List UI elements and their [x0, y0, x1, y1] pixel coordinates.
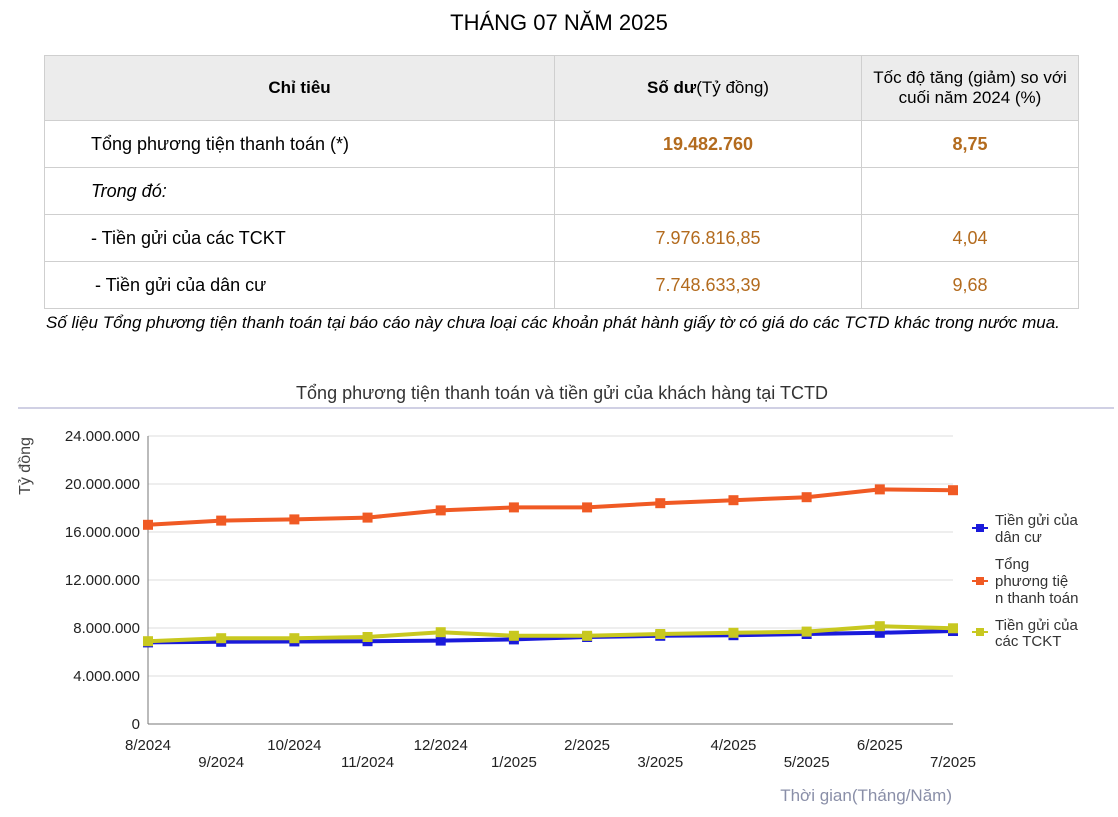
x-tick-label: 8/2024: [125, 737, 171, 754]
data-point: [289, 514, 300, 525]
chart-title: Tổng phương tiện thanh toán và tiền gửi …: [296, 383, 828, 403]
row-growth: 9,68: [861, 261, 1079, 309]
legend-label: các TCKT: [995, 633, 1061, 650]
data-point: [948, 623, 958, 634]
header-balance: Số dư(Tỷ đồng): [554, 55, 862, 121]
legend-label: phương tiệ: [995, 573, 1068, 590]
footnote: Số liệu Tổng phương tiện thanh toán tại …: [46, 313, 1060, 332]
data-point: [508, 502, 519, 513]
y-tick-label: 4.000.000: [73, 668, 140, 685]
header-balance-unit: (Tỷ đồng): [696, 78, 769, 97]
x-tick-label: 9/2024: [198, 754, 244, 771]
row-label: - Tiền gửi của các TCKT: [44, 214, 555, 262]
table-row: Trong đó:: [44, 167, 1079, 215]
y-tick-label: 24.000.000: [65, 428, 140, 445]
table-row: - Tiền gửi của dân cư 7.748.633,39 9,68: [44, 261, 1079, 309]
series-line: [147, 629, 954, 645]
x-tick-label: 3/2025: [637, 754, 683, 771]
data-point: [143, 636, 153, 647]
x-axis-title: Thời gian(Tháng/Năm): [780, 786, 952, 805]
x-tick-label: 10/2024: [267, 737, 321, 754]
x-tick-label: 7/2025: [930, 754, 976, 771]
data-point: [874, 627, 885, 638]
row-balance: [554, 167, 862, 215]
data-point: [435, 505, 446, 516]
legend-label: dân cư: [995, 529, 1042, 546]
header-balance-label: Số dư: [647, 78, 697, 97]
legend-label: n thanh toán: [995, 590, 1078, 607]
table-row: Tổng phương tiện thanh toán (*) 19.482.7…: [44, 120, 1079, 168]
data-point: [216, 633, 227, 644]
legend-label: Tiền gửi của: [995, 617, 1079, 634]
data-point: [582, 630, 593, 641]
y-tick-label: 8.000.000: [73, 620, 140, 637]
header-indicator: Chỉ tiêu: [44, 55, 555, 121]
row-growth: 4,04: [861, 214, 1079, 262]
x-tick-label: 11/2024: [341, 754, 394, 771]
x-tick-label: 4/2025: [711, 737, 757, 754]
series-line: [147, 487, 954, 527]
x-tick-label: 2/2025: [564, 737, 610, 754]
x-tick-label: 12/2024: [414, 737, 468, 754]
row-label: Tổng phương tiện thanh toán (*): [44, 120, 555, 168]
table-header-row: Chỉ tiêu Số dư(Tỷ đồng) Tốc độ tăng (giả…: [44, 55, 1079, 121]
series-line: [147, 624, 954, 644]
x-tick-label: 1/2025: [491, 754, 537, 771]
data-point: [362, 512, 373, 523]
data-point: [728, 495, 739, 506]
data-point: [362, 632, 373, 642]
data-point: [582, 502, 593, 513]
row-balance: 7.976.816,85: [554, 214, 862, 262]
y-tick-label: 20.000.000: [65, 476, 140, 493]
summary-table: Chỉ tiêu Số dư(Tỷ đồng) Tốc độ tăng (giả…: [44, 55, 1079, 309]
legend-label: Tổng: [995, 556, 1029, 573]
data-point: [435, 627, 446, 638]
y-tick-label: 0: [132, 716, 140, 733]
data-point: [948, 485, 958, 496]
data-point: [216, 515, 227, 526]
data-point: [801, 492, 812, 503]
data-point: [655, 629, 666, 639]
data-point: [289, 633, 300, 644]
header-growth: Tốc độ tăng (giảm) so với cuối năm 2024 …: [861, 55, 1079, 121]
row-balance: 7.748.633,39: [554, 261, 862, 309]
data-point: [874, 621, 885, 632]
data-point: [801, 626, 812, 637]
x-tick-label: 5/2025: [784, 754, 830, 771]
chart-divider: [18, 407, 1114, 409]
y-tick-label: 16.000.000: [65, 524, 140, 541]
data-point: [435, 635, 446, 646]
row-growth: 8,75: [861, 120, 1079, 168]
data-point: [728, 627, 739, 638]
row-label: - Tiền gửi của dân cư: [44, 261, 555, 309]
data-point: [143, 519, 153, 530]
table-row: - Tiền gửi của các TCKT 7.976.816,85 4,0…: [44, 214, 1079, 262]
row-growth: [861, 167, 1079, 215]
y-tick-label: 12.000.000: [65, 572, 140, 589]
data-point: [508, 630, 519, 641]
data-point: [874, 484, 885, 495]
y-axis-title: Tỷ đồng: [17, 437, 34, 495]
page-title: THÁNG 07 NĂM 2025: [450, 10, 668, 35]
data-point: [655, 498, 666, 509]
x-tick-label: 6/2025: [857, 737, 903, 754]
row-balance: 19.482.760: [554, 120, 862, 168]
legend-label: Tiền gửi của: [995, 512, 1079, 529]
